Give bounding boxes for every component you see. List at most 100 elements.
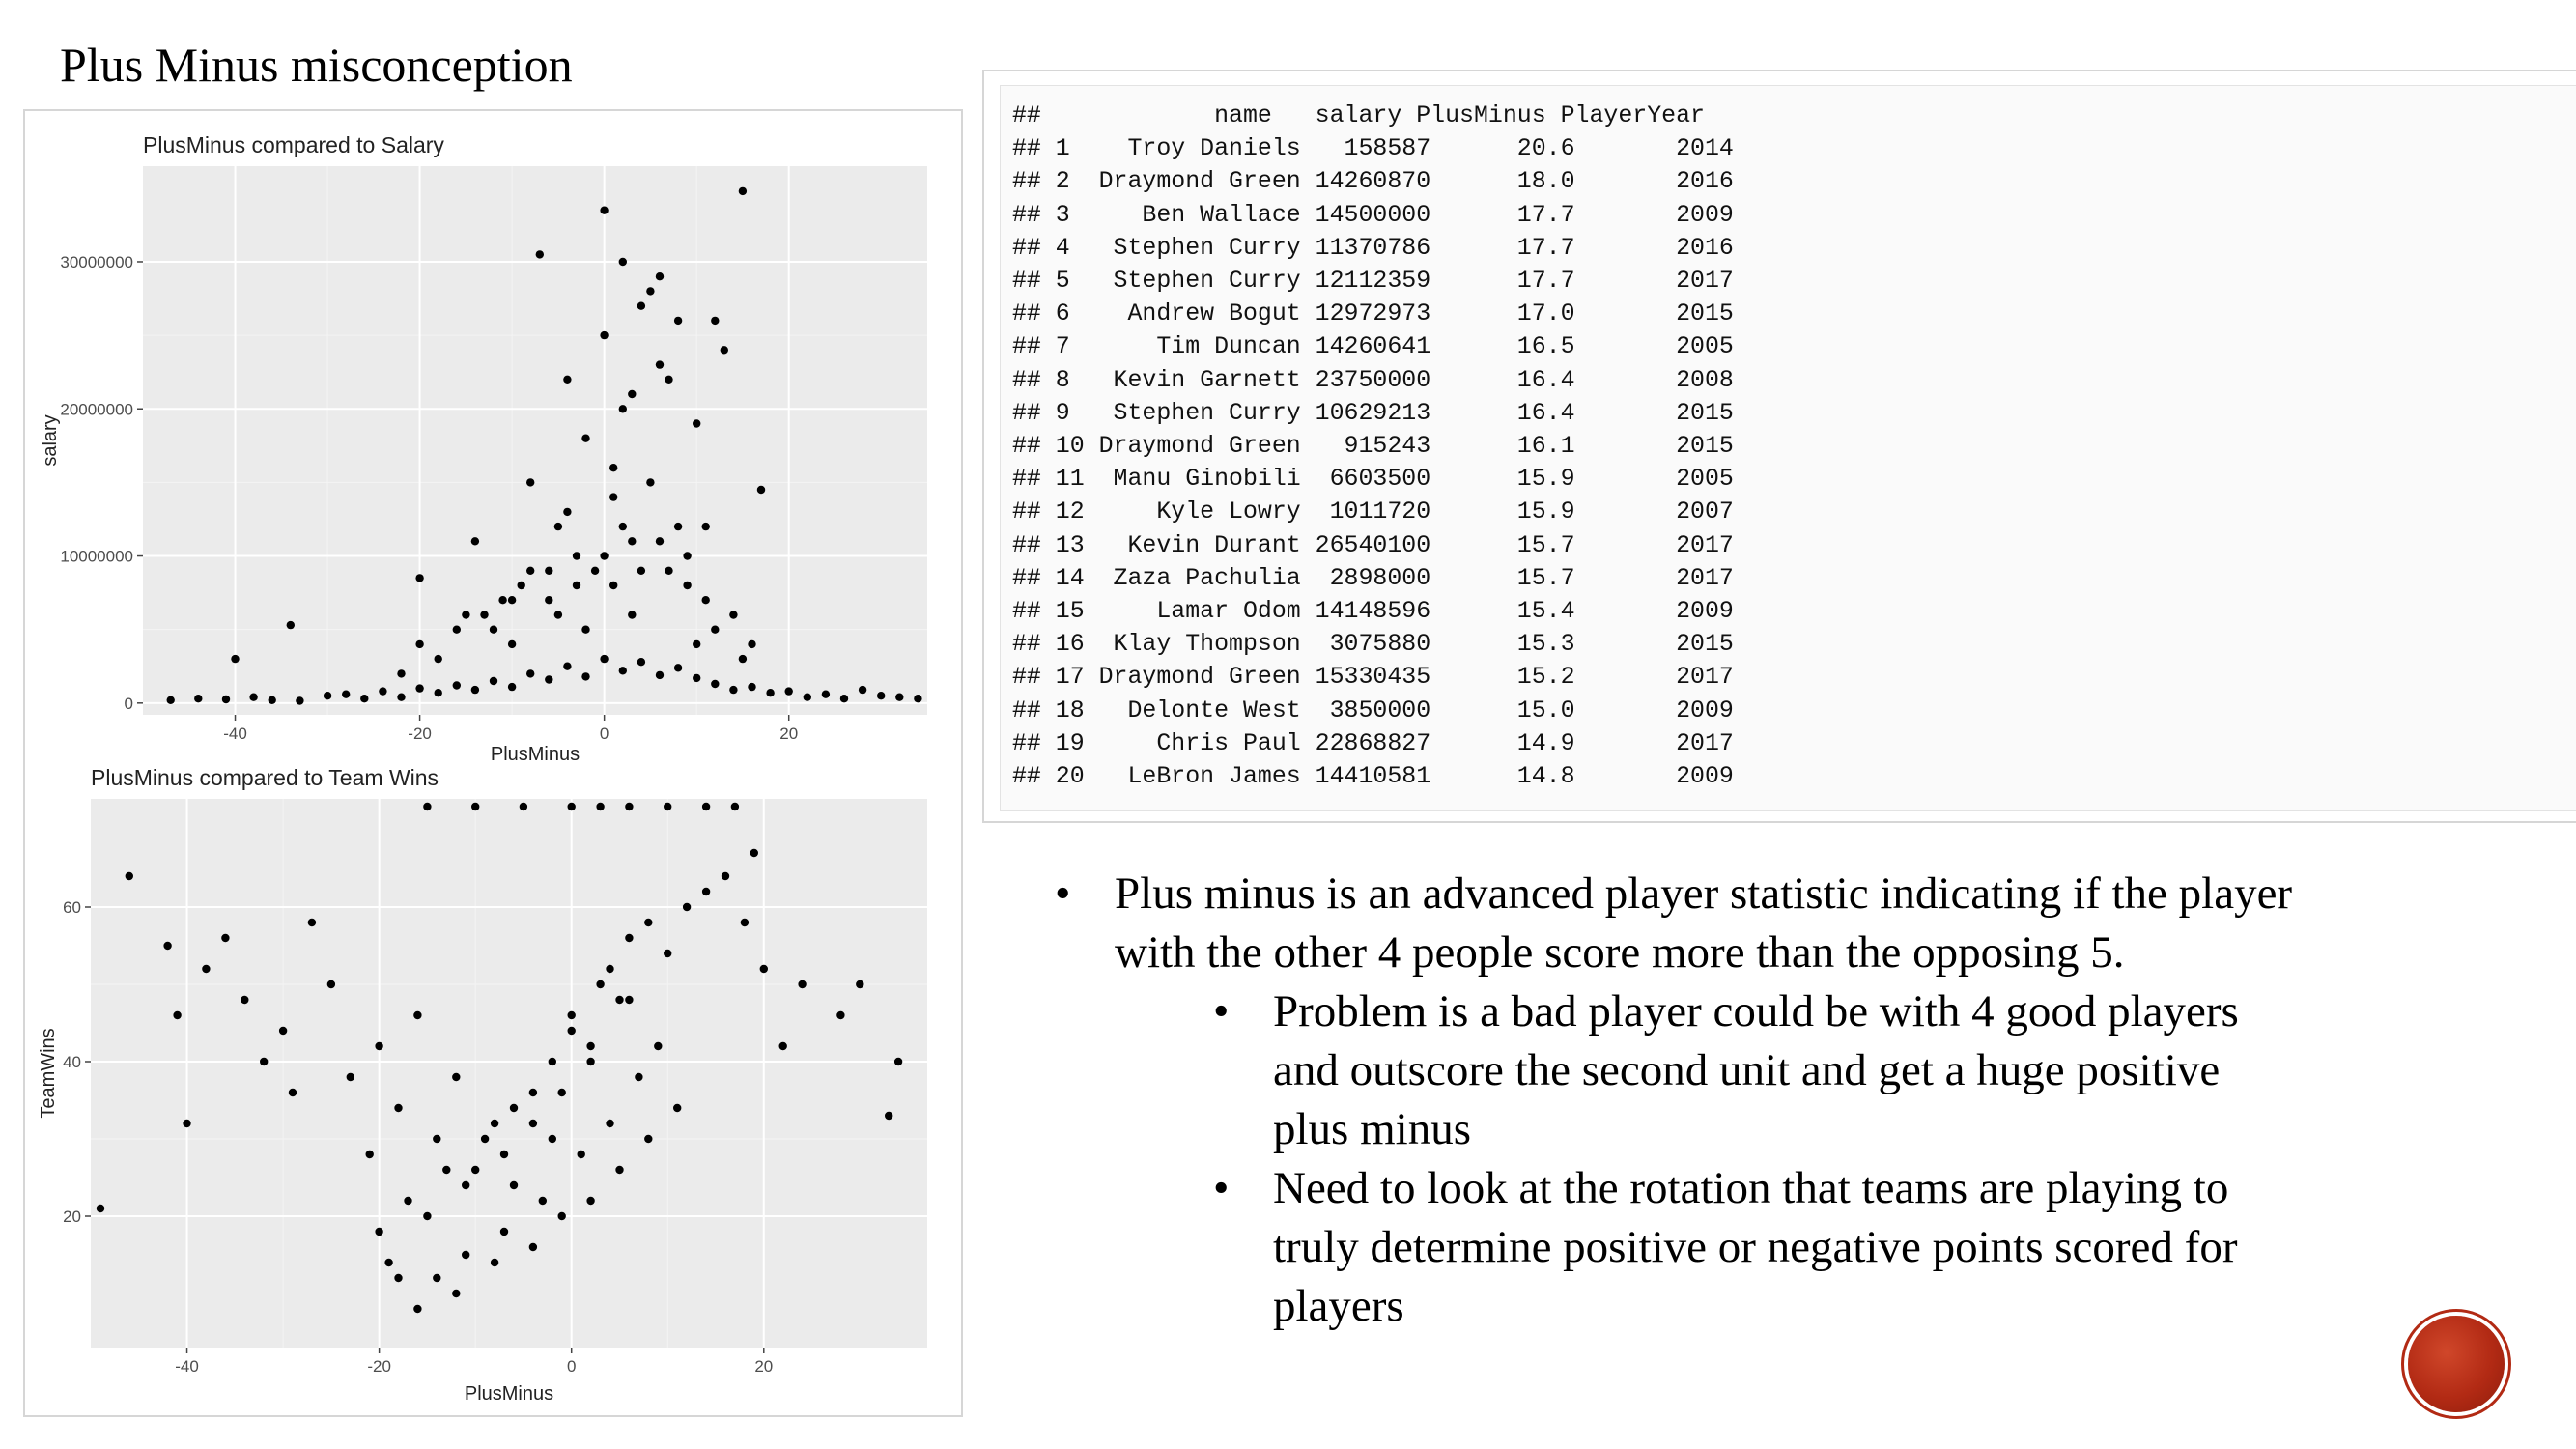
data-point: [563, 375, 572, 384]
plot-panel: [143, 166, 927, 715]
plots-frame: PlusMinus compared to Salary -40 -20 0 20 0 1…: [23, 109, 963, 1417]
console-row: ## 20 LeBron James 14410581 14.8 2009: [1012, 763, 1734, 791]
data-point: [202, 964, 211, 974]
data-point: [397, 693, 406, 701]
data-point: [452, 625, 461, 634]
data-point: [462, 1180, 470, 1190]
data-point: [665, 566, 673, 575]
x-tick-label: 20: [754, 1357, 773, 1376]
data-point: [519, 802, 528, 811]
data-point: [375, 1041, 383, 1051]
data-point: [249, 693, 258, 701]
data-point: [567, 1010, 576, 1020]
data-point: [766, 689, 775, 697]
data-point: [415, 684, 424, 693]
data-point: [637, 566, 646, 575]
data-point: [342, 690, 351, 698]
data-point: [609, 581, 618, 590]
data-point: [379, 687, 387, 696]
data-point: [609, 493, 618, 501]
chart-title: PlusMinus compared to Team Wins: [91, 765, 439, 790]
data-point: [877, 692, 886, 700]
data-point: [567, 802, 576, 811]
data-point: [278, 1026, 288, 1036]
data-point: [433, 1273, 441, 1283]
data-point: [721, 871, 730, 881]
data-point: [433, 1134, 441, 1144]
x-tick-label: -40: [175, 1357, 199, 1376]
data-point: [683, 581, 692, 590]
data-point: [572, 552, 581, 560]
data-point: [231, 654, 240, 664]
data-point: [183, 1119, 191, 1128]
data-point: [553, 611, 563, 619]
sub-bullet-list: Problem is a bad player could be with 4 …: [1115, 982, 2299, 1336]
x-tick-label: -20: [408, 724, 432, 743]
data-point: [673, 522, 683, 531]
data-point: [548, 1057, 556, 1066]
data-point: [729, 611, 738, 619]
data-point: [260, 1057, 269, 1066]
data-point: [526, 669, 535, 678]
slide-title: Plus Minus misconception: [60, 38, 573, 92]
data-point: [163, 941, 172, 951]
data-point: [526, 478, 535, 487]
data-point: [528, 1119, 538, 1128]
console-row: ## 18 Delonte West 3850000 15.0 2009: [1012, 696, 1734, 724]
data-point: [856, 980, 864, 989]
data-point: [535, 250, 544, 259]
data-point: [730, 802, 740, 811]
data-point: [628, 389, 637, 399]
chart-title: PlusMinus compared to Salary: [143, 132, 444, 157]
data-point: [606, 964, 614, 974]
data-point: [286, 620, 295, 630]
console-row: ## 4 Stephen Curry 11370786 17.7 2016: [1012, 234, 1734, 262]
data-point: [307, 918, 317, 927]
data-point: [490, 1119, 499, 1128]
data-point: [655, 360, 665, 369]
console-row: ## 6 Andrew Bogut 12972973 17.0 2015: [1012, 300, 1734, 328]
data-point: [166, 696, 175, 704]
data-point: [738, 186, 748, 196]
data-point: [577, 1150, 585, 1159]
data-point: [606, 1119, 614, 1128]
data-point: [509, 1103, 519, 1113]
x-tick-label: 0: [600, 724, 609, 743]
data-point: [499, 1227, 509, 1236]
data-point: [581, 672, 590, 681]
data-point: [778, 1041, 787, 1051]
data-point: [423, 1211, 432, 1221]
data-point: [701, 596, 710, 605]
data-point: [507, 639, 517, 649]
plot-panel: [91, 799, 927, 1348]
data-point: [618, 405, 627, 413]
data-point: [581, 434, 590, 442]
data-point: [375, 1227, 383, 1236]
data-point: [442, 1165, 451, 1175]
data-point: [507, 596, 517, 605]
data-point: [288, 1088, 297, 1097]
data-point: [397, 669, 406, 678]
data-point: [545, 596, 553, 605]
data-point: [480, 1134, 490, 1144]
data-point: [586, 1057, 595, 1066]
data-point: [323, 692, 332, 700]
data-point: [360, 695, 369, 703]
data-point: [644, 1134, 653, 1144]
data-point: [413, 1304, 422, 1314]
data-point: [241, 995, 249, 1005]
bullet-list: Plus minus is an advanced player statist…: [1053, 865, 2299, 1336]
data-point: [517, 581, 525, 590]
data-point: [711, 679, 720, 689]
data-point: [836, 1010, 845, 1020]
console-row: ## 1 Troy Daniels 158587 20.6 2014: [1012, 135, 1734, 163]
data-point: [434, 654, 442, 664]
data-point: [646, 287, 655, 296]
x-tick-label: -20: [367, 1357, 391, 1376]
x-tick-label: -40: [223, 724, 247, 743]
data-point: [526, 566, 535, 575]
data-point: [538, 1196, 547, 1206]
data-point: [462, 611, 470, 619]
y-axis-label: salary: [40, 414, 61, 466]
bullet-main-text: Plus minus is an advanced player statist…: [1115, 868, 2293, 978]
